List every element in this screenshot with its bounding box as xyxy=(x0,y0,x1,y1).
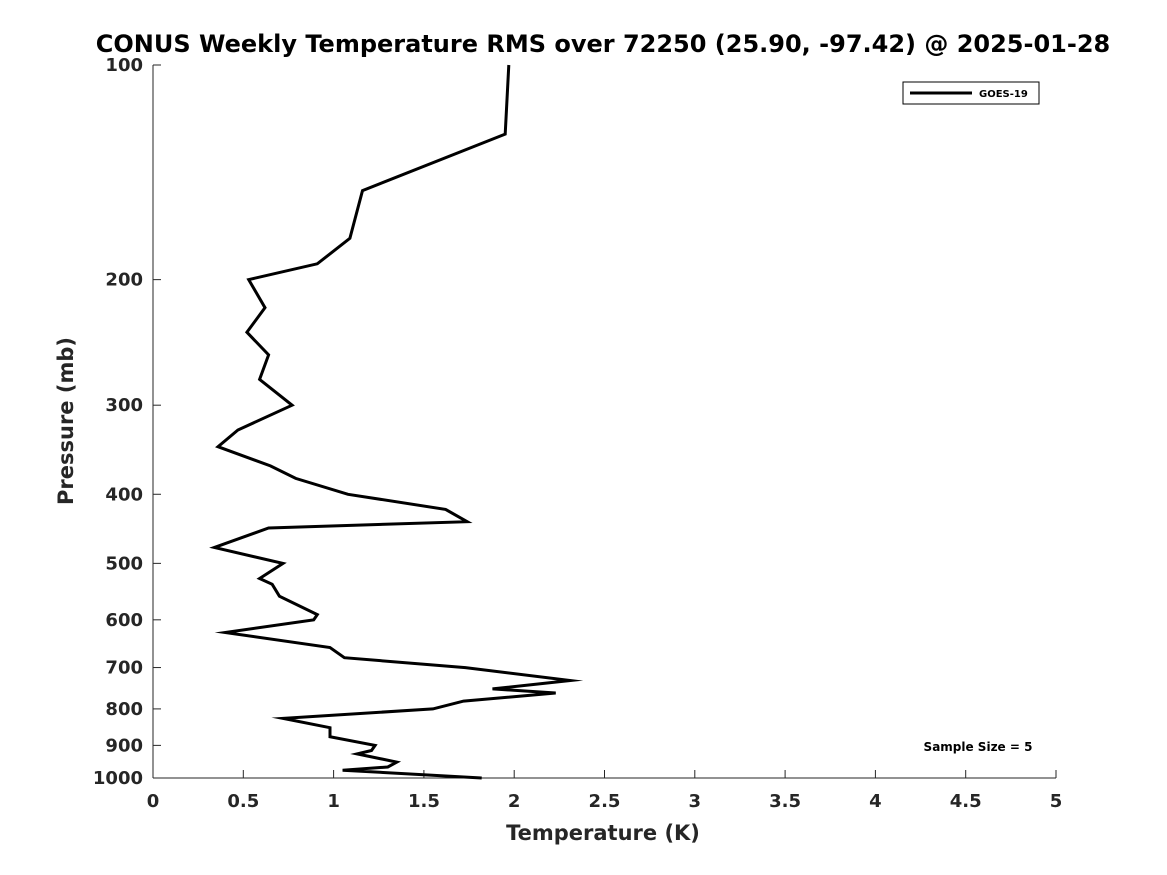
y-tick-label: 600 xyxy=(105,610,143,631)
x-tick-label: 3 xyxy=(689,791,702,812)
y-tick-label: 300 xyxy=(105,395,143,416)
legend: GOES-19 xyxy=(902,81,1040,105)
x-tick-label: 1 xyxy=(327,791,340,812)
x-tick-label: 5 xyxy=(1050,791,1063,812)
legend-entry: GOES-19 xyxy=(979,89,1028,100)
sample-size-annotation: Sample Size = 5 xyxy=(924,740,1033,754)
y-tick-label: 500 xyxy=(105,553,143,574)
x-tick-label: 2 xyxy=(508,791,521,812)
y-tick-label: 1000 xyxy=(93,768,143,789)
x-tick-label: 2.5 xyxy=(589,791,621,812)
y-tick-label: 200 xyxy=(105,270,143,291)
y-ticks: 100 200 300 400 500 600 700 800 900 1000 xyxy=(93,55,161,789)
series-line-goes-19 xyxy=(209,64,584,780)
y-axis-label: Pressure (mb) xyxy=(54,337,78,505)
y-tick-label: 900 xyxy=(105,735,143,756)
chart-title: CONUS Weekly Temperature RMS over 72250 … xyxy=(96,30,1110,58)
y-tick-label: 700 xyxy=(105,658,143,679)
x-tick-label: 3.5 xyxy=(769,791,801,812)
x-axis-label: Temperature (K) xyxy=(506,821,700,845)
x-tick-label: 4.5 xyxy=(950,791,982,812)
x-tick-label: 0.5 xyxy=(227,791,259,812)
y-tick-label: 400 xyxy=(105,484,143,505)
x-ticks: 0 0.5 1 1.5 2 2.5 3 3.5 4 4.5 5 xyxy=(147,770,1063,812)
y-tick-label: 100 xyxy=(105,55,143,76)
x-tick-label: 0 xyxy=(147,791,160,812)
y-tick-label: 800 xyxy=(105,699,143,720)
series-layer xyxy=(209,64,584,780)
x-tick-label: 4 xyxy=(869,791,882,812)
x-tick-label: 1.5 xyxy=(408,791,440,812)
